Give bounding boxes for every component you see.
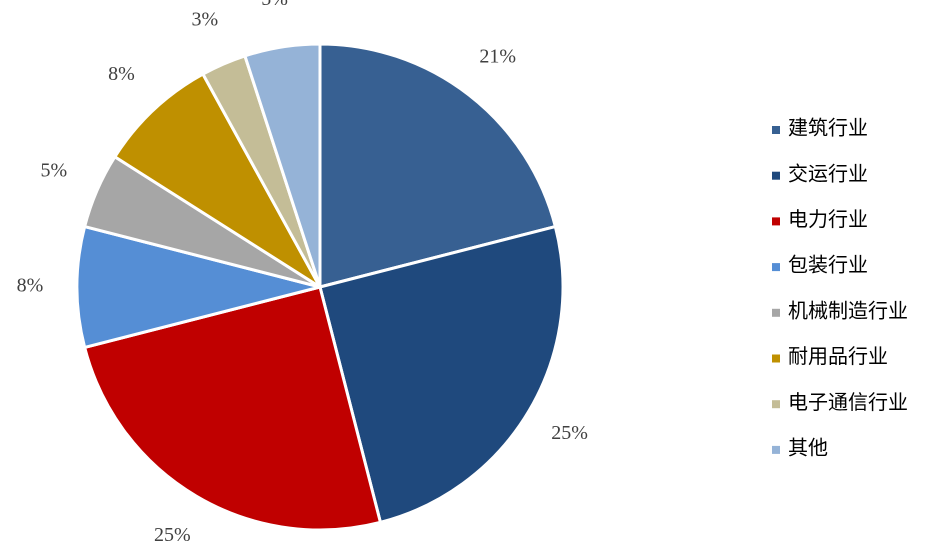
data-label: 8% bbox=[17, 275, 44, 297]
legend-label: 其他 bbox=[788, 436, 828, 459]
legend-label: 电力行业 bbox=[788, 208, 868, 231]
data-label: 3% bbox=[191, 8, 218, 30]
data-label: 8% bbox=[108, 63, 135, 85]
data-label: 25% bbox=[154, 524, 191, 546]
legend-label: 机械制造行业 bbox=[788, 299, 908, 322]
legend-marker bbox=[772, 445, 780, 454]
legend-marker bbox=[772, 400, 780, 409]
legend-marker bbox=[772, 217, 780, 226]
legend-marker bbox=[772, 308, 780, 317]
legend-marker bbox=[772, 354, 780, 363]
data-label: 5% bbox=[41, 159, 68, 181]
legend-label: 交运行业 bbox=[788, 162, 868, 185]
pie-slice bbox=[318, 42, 558, 289]
data-label: 25% bbox=[551, 422, 588, 444]
pie-slice bbox=[243, 42, 322, 288]
pie-slice bbox=[82, 285, 383, 532]
legend-label: 包装行业 bbox=[788, 254, 868, 277]
legend-label: 耐用品行业 bbox=[788, 345, 888, 368]
legend-marker bbox=[772, 171, 780, 180]
legend-label: 电子通信行业 bbox=[788, 391, 908, 414]
legend-marker bbox=[772, 263, 780, 272]
pie-slice bbox=[75, 224, 321, 350]
legend-marker bbox=[772, 126, 780, 134]
legend-label: 建筑行业 bbox=[788, 117, 868, 140]
pie-slice bbox=[318, 224, 565, 525]
pie-slice bbox=[112, 72, 322, 289]
data-label: 5% bbox=[261, 0, 288, 10]
data-label: 21% bbox=[479, 45, 516, 67]
